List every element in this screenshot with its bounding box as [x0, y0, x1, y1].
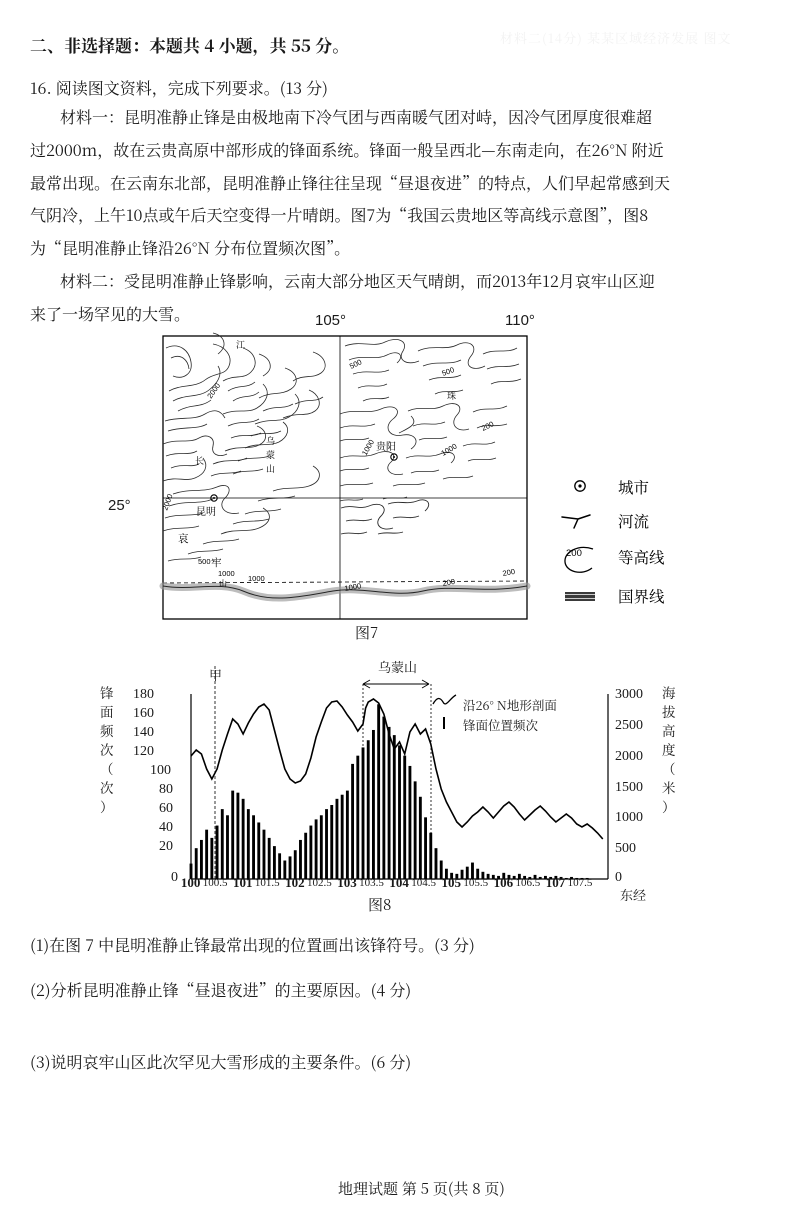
svg-text:贵阳: 贵阳 — [376, 438, 396, 453]
svg-text:200: 200 — [502, 567, 516, 578]
svg-text:江: 江 — [236, 338, 245, 351]
svg-text:蒙: 蒙 — [266, 448, 275, 461]
svg-text:河流: 河流 — [618, 510, 649, 532]
svg-text:200: 200 — [480, 419, 495, 432]
svg-text:1000: 1000 — [218, 569, 235, 578]
svg-text:牢: 牢 — [211, 555, 222, 570]
svg-text:长: 长 — [195, 454, 204, 467]
svg-text:等高线: 等高线 — [618, 546, 665, 568]
svg-text:国界线: 国界线 — [618, 585, 665, 607]
svg-text:山: 山 — [266, 462, 275, 475]
svg-text:500: 500 — [198, 557, 211, 566]
svg-text:昆明: 昆明 — [196, 503, 216, 518]
svg-text:山: 山 — [219, 578, 227, 589]
svg-text:200: 200 — [566, 548, 582, 559]
svg-text:500: 500 — [441, 365, 456, 378]
svg-text:哀: 哀 — [178, 531, 189, 546]
svg-text:乌: 乌 — [266, 434, 275, 447]
svg-text:珠: 珠 — [447, 389, 456, 402]
svg-text:城市: 城市 — [618, 476, 649, 498]
svg-text:2000: 2000 — [205, 381, 222, 400]
svg-text:1000: 1000 — [440, 442, 459, 458]
svg-text:1000: 1000 — [248, 574, 265, 583]
